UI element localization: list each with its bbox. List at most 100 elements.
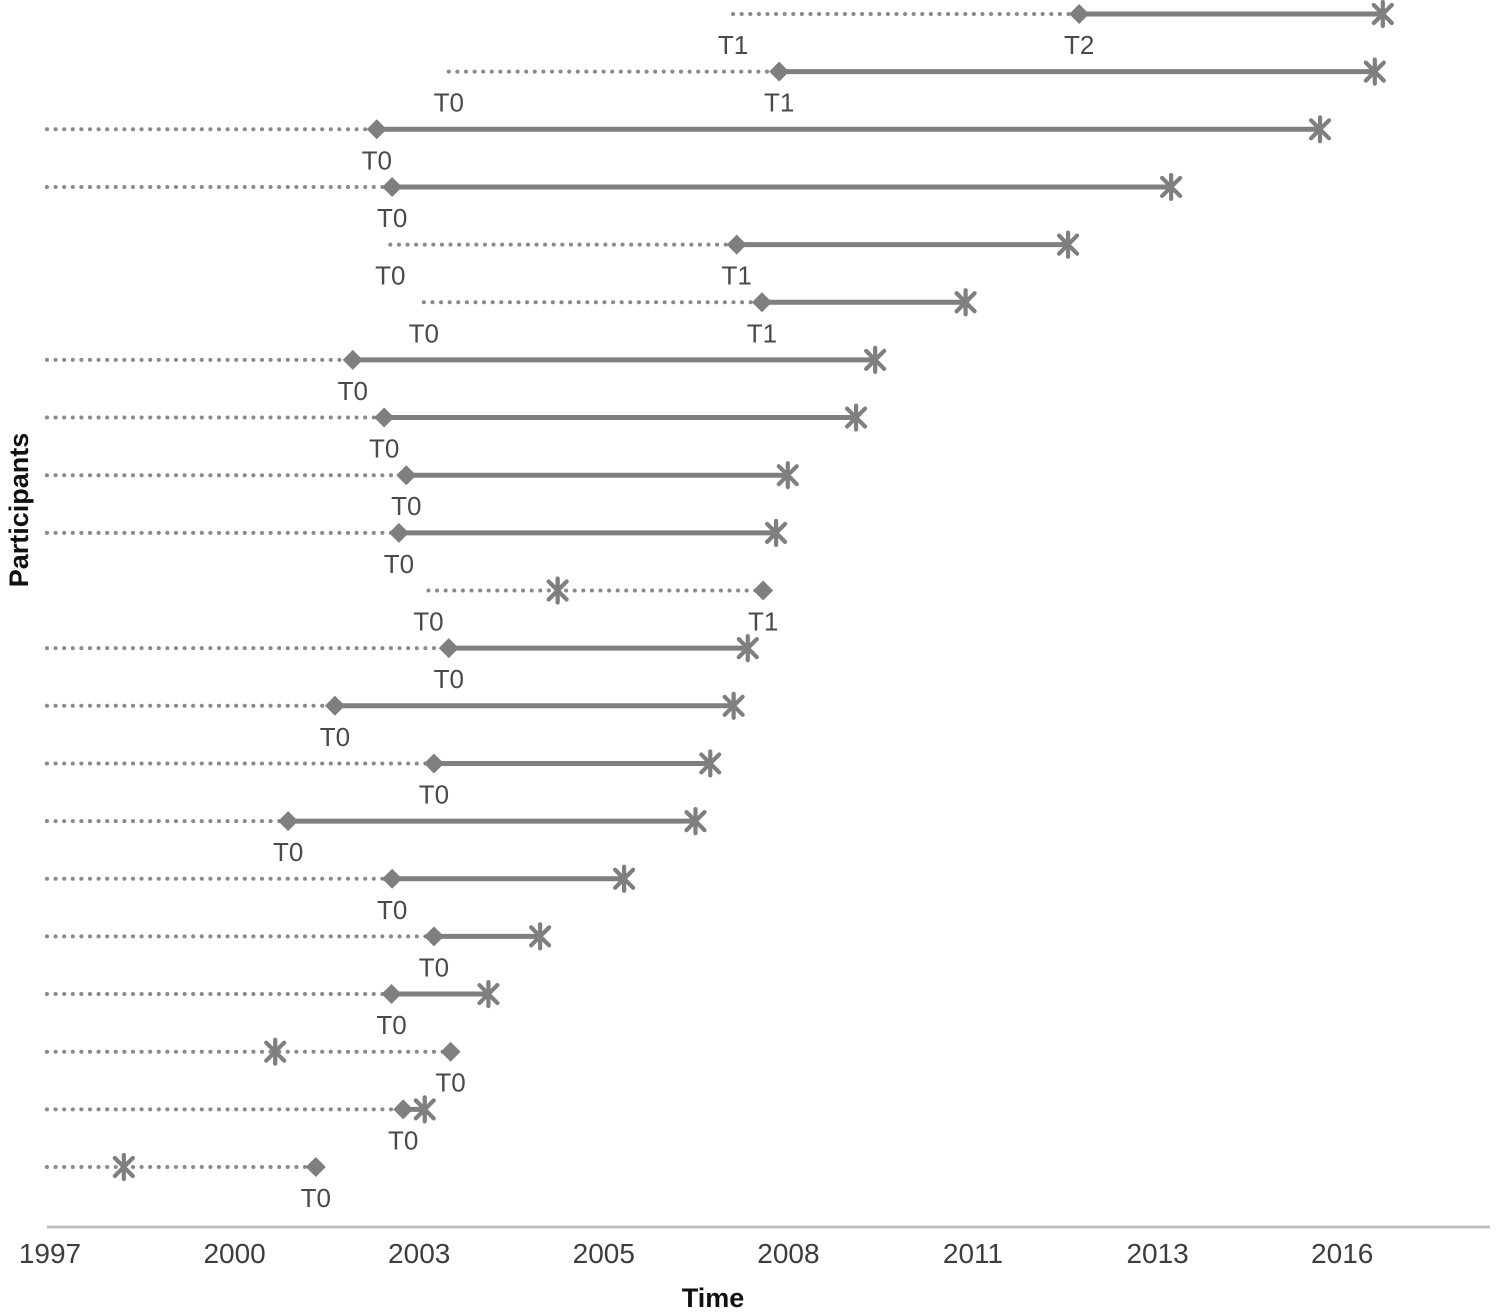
x-axis-tick-label: 1997: [19, 1238, 81, 1269]
x-axis-tick-label: 2005: [573, 1238, 635, 1269]
end-asterisk-icon: [1056, 230, 1080, 259]
timepoint-diamond-icon: [366, 119, 387, 140]
timepoint-diamond-icon: [423, 753, 444, 774]
timepoint-label: T0: [434, 88, 464, 118]
end-asterisk-icon: [1371, 0, 1394, 29]
timepoint-diamond-icon: [388, 522, 409, 543]
timepoint-label: T0: [377, 203, 407, 233]
timepoint-diamond-icon: [374, 407, 395, 428]
timepoint-label: T0: [391, 491, 421, 521]
participant-row: T0: [44, 1152, 331, 1213]
timepoint-diamond-icon: [324, 695, 345, 716]
x-axis-title: Time: [682, 1283, 745, 1313]
timepoint-label: T0: [384, 549, 414, 579]
x-axis-tick-label: 2008: [757, 1238, 819, 1269]
end-asterisk-icon: [1308, 115, 1332, 144]
timepoint-label: T0: [435, 1068, 465, 1098]
end-asterisk-icon: [699, 749, 722, 778]
participant-row: T0: [44, 1095, 436, 1155]
participant-row: T0: [44, 691, 745, 752]
end-asterisk-icon: [776, 461, 799, 490]
participant-row: T0: [44, 922, 552, 982]
end-asterisk-icon: [613, 864, 636, 893]
timepoint-label: T1: [747, 318, 777, 348]
timepoint-diamond-icon: [382, 176, 403, 197]
end-asterisk-icon: [1160, 172, 1183, 202]
timepoint-diamond-icon: [381, 984, 402, 1005]
timepoint-label: T0: [419, 952, 449, 982]
participant-row: T0 T1: [375, 230, 1080, 291]
timepoint-diamond-icon: [278, 811, 299, 832]
participant-row: T0: [44, 461, 799, 521]
timepoint-label: T0: [320, 722, 350, 752]
end-asterisk-icon: [1363, 57, 1386, 86]
participant-row: T0: [44, 403, 868, 464]
participant-row: T0: [44, 806, 707, 867]
timepoint-label: T0: [376, 1010, 406, 1040]
timepoint-diamond-icon: [726, 234, 747, 255]
participant-row: T0: [44, 345, 887, 406]
participant-row: T0: [44, 518, 788, 579]
timepoint-label: T0: [419, 779, 449, 809]
timepoint-diamond-icon: [1069, 4, 1090, 24]
timepoint-label: T1: [748, 607, 778, 637]
participant-row: T0: [44, 749, 722, 809]
participant-row: T0 T1: [434, 57, 1386, 118]
participant-row: T0 T1: [413, 576, 778, 637]
end-asterisk-icon: [477, 979, 500, 1009]
timepoint-label: T0: [301, 1183, 331, 1213]
participant-row: T0: [44, 172, 1183, 233]
timepoint-label: T0: [362, 145, 392, 175]
timepoint-label: T1: [722, 261, 752, 291]
timepoint-diamond-icon: [393, 1099, 414, 1120]
timepoint-diamond-icon: [382, 868, 403, 889]
timepoint-diamond-icon: [753, 580, 774, 601]
participant-row: T0: [44, 979, 500, 1040]
timepoint-label: T0: [369, 434, 399, 464]
timepoint-label: T0: [409, 318, 439, 348]
participant-row: T1 T2: [718, 0, 1394, 60]
timepoint-label: T0: [273, 837, 303, 867]
participant-row: T0: [44, 634, 759, 694]
timepoint-label: T0: [388, 1125, 418, 1155]
end-asterisk-icon: [529, 922, 552, 951]
timepoint-label: T0: [434, 664, 464, 694]
end-asterisk-icon: [764, 518, 788, 547]
participant-row: T0 T1: [409, 288, 977, 348]
y-axis-title: Participants: [4, 433, 34, 588]
timepoint-diamond-icon: [396, 465, 417, 486]
timepoint-diamond-icon: [305, 1157, 326, 1177]
timepoint-label: T1: [718, 30, 748, 60]
end-asterisk-icon: [413, 1095, 436, 1124]
participant-row: T0: [44, 115, 1332, 175]
timepoint-label: T1: [764, 88, 794, 118]
timepoint-label: T0: [375, 261, 405, 291]
end-asterisk-icon: [264, 1037, 287, 1066]
timepoint-label: T0: [413, 607, 443, 637]
x-axis-tick-label: 2016: [1311, 1238, 1373, 1269]
x-axis-tick-label: 2013: [1126, 1238, 1188, 1269]
end-asterisk-icon: [844, 403, 868, 432]
end-asterisk-icon: [864, 345, 887, 374]
x-axis-tick-label: 2003: [388, 1238, 450, 1269]
participant-row: T0: [44, 864, 636, 925]
timepoint-diamond-icon: [438, 638, 459, 659]
end-asterisk-icon: [112, 1152, 135, 1182]
timepoint-label: T2: [1064, 30, 1094, 60]
end-asterisk-icon: [736, 634, 759, 663]
timepoint-diamond-icon: [423, 926, 444, 947]
timepoint-diamond-icon: [440, 1041, 461, 1062]
end-asterisk-icon: [546, 576, 569, 605]
x-axis-tick-label: 2011: [943, 1238, 1003, 1269]
x-axis-tick-label: 2000: [203, 1238, 265, 1269]
timepoint-diamond-icon: [342, 349, 363, 370]
end-asterisk-icon: [954, 288, 977, 317]
end-asterisk-icon: [722, 691, 745, 720]
timepoint-diamond-icon: [751, 292, 772, 313]
timepoint-diamond-icon: [769, 61, 790, 82]
x-axis-tick-labels: 1997 2000 2003 2005 2008 2011 2013 2016: [19, 1238, 1373, 1269]
end-asterisk-icon: [684, 806, 707, 836]
